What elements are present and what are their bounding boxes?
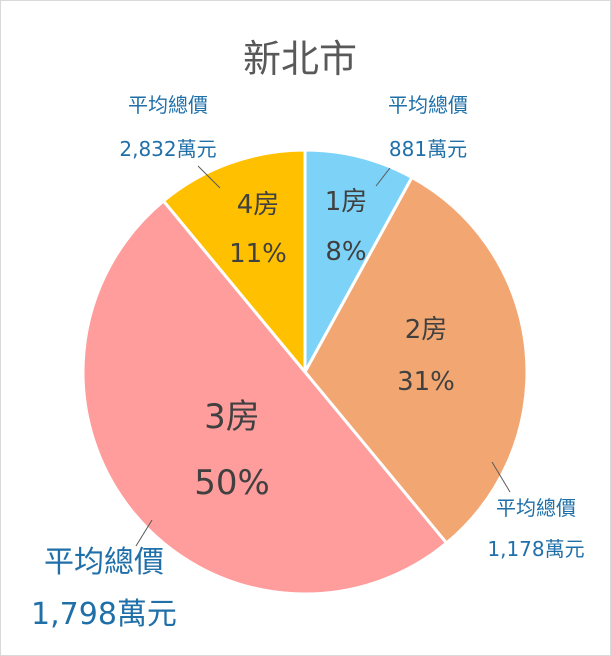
callout-title: 平均總價 <box>44 545 164 580</box>
pie-slices <box>81 148 529 596</box>
pie-slice-4 <box>161 148 307 377</box>
pie-slice-3 <box>81 198 449 596</box>
callout-labels: 平均總價881萬元平均總價1,178萬元平均總價1,798萬元平均總價2,832… <box>31 93 585 632</box>
callout-value: 1,178萬元 <box>487 537 584 561</box>
callout-value: 2,832萬元 <box>119 137 216 161</box>
slice-percent-label: 31% <box>397 367 455 397</box>
slice-percent-label: 50% <box>194 463 270 503</box>
callout-leader-line <box>197 165 221 189</box>
chart-title: 新北市 <box>243 37 357 81</box>
slice-room-label: 4房 <box>237 190 280 220</box>
callout-leader-line <box>375 167 391 187</box>
slice-percent-label: 11% <box>229 239 287 269</box>
callout-title: 平均總價 <box>128 93 208 117</box>
pie-slice-1 <box>303 148 414 373</box>
pie-slice-2 <box>303 175 529 546</box>
callout-leader-line <box>491 461 511 493</box>
callout-leader-line <box>135 519 153 547</box>
callout-leader-lines <box>135 165 511 547</box>
callout-title: 平均總價 <box>496 496 576 520</box>
callout-title: 平均總價 <box>388 93 468 117</box>
slice-percent-label: 8% <box>325 237 366 267</box>
callout-value: 1,798萬元 <box>31 597 177 632</box>
slice-room-label: 1房 <box>325 187 368 217</box>
slice-room-label: 3房 <box>204 397 260 437</box>
slice-room-label: 2房 <box>405 315 448 345</box>
slice-labels: 1房 8% 2房 31% 3房 50% 4房 11% <box>194 187 455 503</box>
callout-value: 881萬元 <box>389 137 467 161</box>
